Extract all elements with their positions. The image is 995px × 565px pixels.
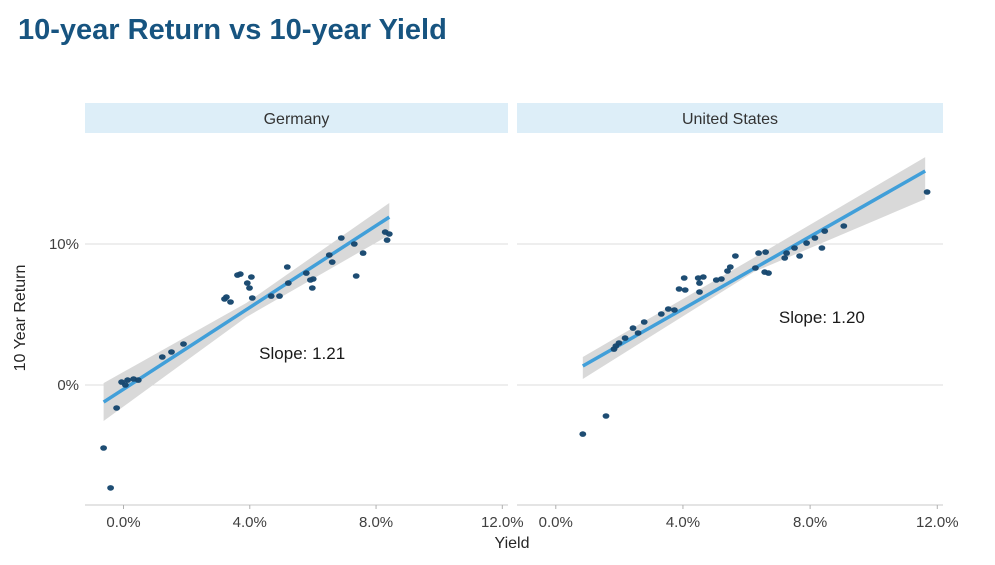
data-point	[680, 275, 688, 281]
data-point	[781, 255, 789, 261]
data-point	[236, 271, 244, 277]
facet-panel-germany: Germany 10% 0% Slope: 1.21 0.0% 4.0% 8.0% 12.0%	[49, 103, 524, 531]
data-point	[113, 405, 120, 411]
x-tick-label: 8.0%	[359, 514, 393, 531]
data-point	[267, 293, 275, 299]
data-point	[246, 285, 253, 291]
data-point	[765, 270, 772, 276]
data-point	[923, 189, 931, 195]
data-point	[621, 335, 629, 341]
data-point	[783, 250, 790, 256]
x-tick-label: 4.0%	[666, 514, 700, 531]
data-point	[762, 249, 769, 255]
data-point	[634, 330, 642, 336]
x-tick-label: 4.0%	[233, 514, 267, 531]
slope-annotation: Slope: 1.21	[259, 344, 345, 363]
data-point	[681, 287, 689, 293]
data-point	[694, 275, 702, 281]
data-point	[385, 231, 393, 237]
facet-strip	[517, 103, 943, 133]
data-point	[302, 270, 310, 276]
data-point	[124, 377, 131, 383]
data-point	[718, 276, 725, 282]
data-point	[796, 253, 803, 259]
data-point	[134, 377, 142, 383]
x-tick-label: 0.0%	[106, 514, 140, 531]
data-point	[752, 265, 759, 271]
data-point	[696, 289, 703, 295]
data-point	[100, 445, 107, 451]
data-point	[352, 273, 360, 279]
facet-strip	[85, 103, 508, 133]
data-point	[284, 280, 292, 286]
data-point	[726, 264, 734, 270]
facet-strip-label: United States	[682, 111, 778, 128]
data-point	[671, 307, 678, 313]
data-point	[664, 306, 672, 312]
data-point	[657, 311, 665, 317]
data-point	[712, 277, 720, 283]
data-point	[359, 250, 367, 256]
data-point	[640, 319, 648, 325]
confidence-band	[103, 203, 390, 421]
data-point	[227, 299, 234, 305]
data-point	[696, 280, 703, 286]
data-point	[579, 431, 587, 437]
data-point	[276, 293, 283, 299]
y-tick-label: 0%	[57, 377, 79, 394]
regression-line	[102, 215, 391, 404]
data-point	[308, 285, 316, 291]
y-tick-label: 10%	[49, 236, 79, 253]
data-point	[629, 325, 637, 331]
x-tick-label: 12.0%	[916, 514, 959, 531]
data-point	[803, 240, 810, 246]
facet-strip-label: Germany	[264, 111, 330, 128]
data-point	[248, 274, 255, 280]
data-point	[350, 241, 358, 247]
data-point	[615, 340, 623, 346]
data-point	[811, 235, 819, 241]
data-point	[243, 280, 251, 286]
slope-annotation: Slope: 1.20	[779, 308, 865, 327]
x-tick-label: 8.0%	[793, 514, 827, 531]
data-point	[168, 349, 175, 355]
data-point	[840, 223, 848, 229]
data-point	[325, 252, 333, 258]
data-point	[791, 245, 798, 251]
facet-panel-united-states: United States Slope: 1.20 0.0% 4.0% 8.0% 12.0…	[517, 103, 959, 531]
data-point	[122, 382, 129, 388]
data-point	[309, 276, 317, 282]
y-axis-label: 10 Year Return	[12, 265, 29, 372]
data-point	[107, 485, 114, 491]
x-axis-label: Yield	[495, 535, 530, 552]
data-point	[821, 228, 829, 234]
data-point	[602, 413, 610, 419]
data-point	[755, 250, 762, 256]
x-tick-label: 0.0%	[539, 514, 573, 531]
data-point	[699, 274, 707, 280]
data-point	[180, 341, 187, 347]
chart-title: 10-year Return vs 10-year Yield	[18, 14, 447, 46]
data-point	[248, 295, 256, 301]
x-tick-label: 12.0%	[481, 514, 524, 531]
data-point	[283, 264, 291, 270]
data-point	[328, 259, 336, 265]
data-point	[732, 253, 739, 259]
data-point	[675, 286, 683, 292]
data-point	[223, 294, 230, 300]
data-point	[383, 237, 391, 243]
data-point	[337, 235, 345, 241]
data-point	[818, 245, 826, 251]
data-point	[158, 354, 166, 360]
